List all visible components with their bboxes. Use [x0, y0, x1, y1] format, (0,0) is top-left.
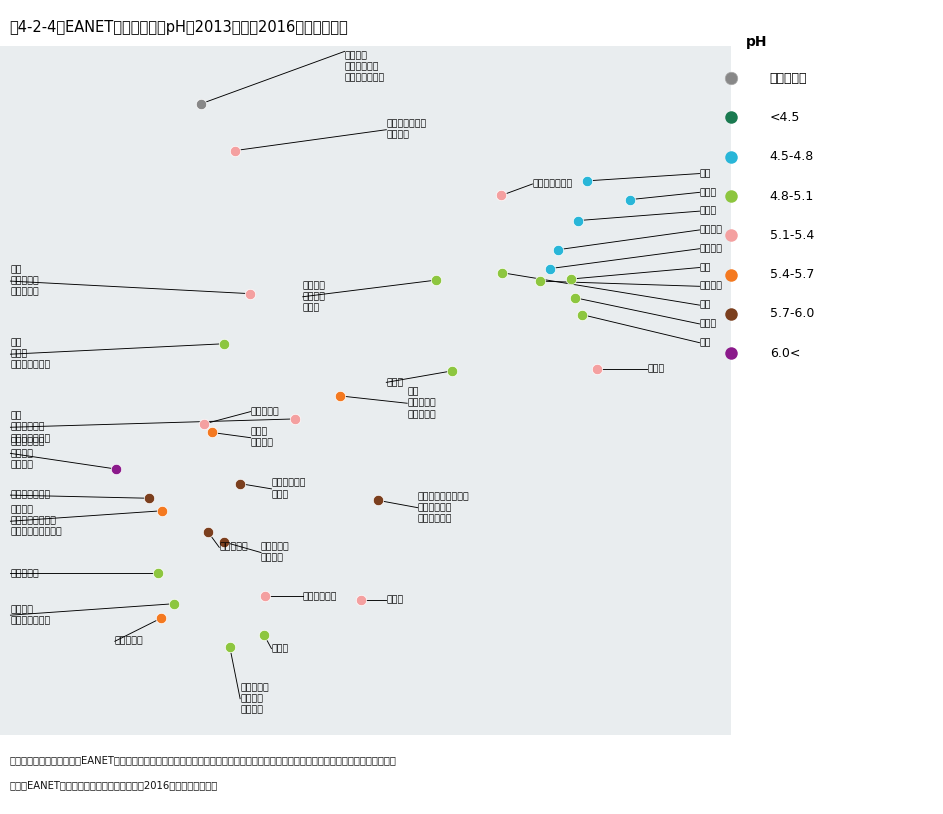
Text: <4.5: <4.5 — [769, 111, 801, 124]
Text: ジャカルタ
セルポン
バンドン: ジャカルタ セルポン バンドン — [240, 683, 269, 715]
Text: 八方尾根: 八方尾根 — [700, 244, 722, 253]
Text: サント・トーマス山
マニラ首都圏
ロスバニョス: サント・トーマス山 マニラ首都圏 ロスバニョス — [418, 492, 470, 523]
Text: 蟠竜湖: 蟠竜湖 — [700, 319, 717, 328]
Text: 伊自良湖: 伊自良湖 — [700, 282, 722, 291]
Text: クチン: クチン — [272, 644, 289, 653]
Text: 廈門
ホンウェン
シャオピン: 廈門 ホンウェン シャオピン — [407, 387, 436, 419]
Text: 4.8-5.1: 4.8-5.1 — [769, 190, 814, 203]
Text: 竜飛岬: 竜飛岬 — [700, 207, 717, 216]
Text: 東京: 東京 — [700, 263, 711, 272]
Text: ウランバートル
テレルジ: ウランバートル テレルジ — [387, 120, 426, 140]
Text: 重慶
ハイフ
ジンユンシャン: 重慶 ハイフ ジンユンシャン — [10, 339, 51, 370]
Text: 珠海
シャンジョウ
ジュシエンドン: 珠海 シャンジョウ ジュシエンドン — [10, 412, 51, 443]
Text: 5.7-6.0: 5.7-6.0 — [769, 308, 814, 321]
Text: バンコク
パトゥムターニー
サムットプラカーン: バンコク パトゥムターニー サムットプラカーン — [10, 505, 62, 536]
Text: 5.1-5.4: 5.1-5.4 — [769, 229, 814, 242]
Text: ホーチミン
カントー: ホーチミン カントー — [261, 542, 290, 562]
Text: 佐渡関岬: 佐渡関岬 — [700, 225, 722, 234]
Text: 図4-2-4　EANET地域の降水中pH（2013年から2016年の平均値）: 図4-2-4 EANET地域の降水中pH（2013年から2016年の平均値） — [9, 20, 348, 35]
Text: データなし: データなし — [769, 72, 807, 85]
Text: クックプオン
ダナン: クックプオン ダナン — [272, 479, 306, 499]
Text: マロス: マロス — [387, 595, 404, 604]
Text: 4.5-4.8: 4.5-4.8 — [769, 151, 814, 163]
Text: イエンバイ: イエンバイ — [251, 407, 279, 416]
Text: ダナンバレー: ダナンバレー — [303, 592, 338, 601]
Text: pH: pH — [746, 35, 768, 50]
Text: コトタバン: コトタバン — [115, 637, 143, 646]
Text: タナラタ
ペタリンジャヤ: タナラタ ペタリンジャヤ — [10, 605, 51, 625]
Text: 資料：EANET「東アジア酸性雨データ報告書2016」より環境省作成: 資料：EANET「東アジア酸性雨データ報告書2016」より環境省作成 — [9, 780, 218, 790]
Text: 隠岐: 隠岐 — [700, 300, 711, 309]
Text: プリモルスカヤ: プリモルスカヤ — [533, 180, 572, 189]
Text: 辺戸岬: 辺戸岬 — [387, 378, 404, 387]
Text: 注：測定方法については、EANETにおいて実技マニュアルとして定められている方法による。なお、精度保証・精度管理は実施している。: 注：測定方法については、EANETにおいて実技マニュアルとして定められている方法… — [9, 755, 396, 765]
Text: サクラート: サクラート — [10, 569, 40, 578]
Text: 小笠原: 小笠原 — [647, 365, 665, 374]
Text: 樽原: 樽原 — [700, 338, 711, 348]
Text: カンファ
イムシル
済州島: カンファ イムシル 済州島 — [303, 281, 325, 313]
Text: ハノイ
ホアビン: ハノイ ホアビン — [251, 427, 273, 448]
Text: プノンペン: プノンペン — [220, 543, 248, 552]
Text: カンチャナブリ: カンチャナブリ — [10, 491, 51, 500]
Text: ビエンチャン
マエヒア
ヤンゴン: ビエンチャン マエヒア ヤンゴン — [10, 438, 45, 469]
Text: モンディ
イルクーツク
リストビヤンカ: モンディ イルクーツク リストビヤンカ — [344, 51, 385, 82]
Text: 6.0<: 6.0< — [769, 347, 801, 360]
Text: 落石岬: 落石岬 — [700, 188, 717, 197]
Text: 西安
シージャン
ジーウォズ: 西安 シージャン ジーウォズ — [10, 265, 40, 296]
Text: 利尻: 利尻 — [700, 169, 711, 178]
Text: 5.4-5.7: 5.4-5.7 — [769, 268, 814, 281]
